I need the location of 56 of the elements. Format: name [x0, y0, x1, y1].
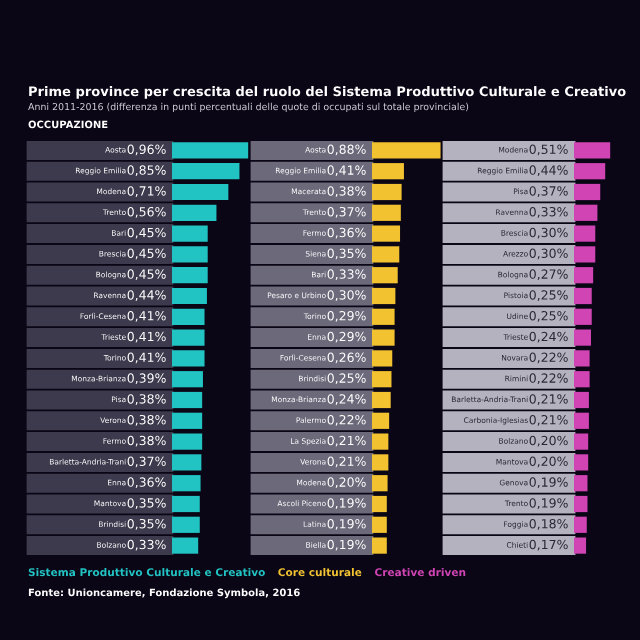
bar — [372, 412, 390, 429]
bar — [372, 371, 392, 388]
bar — [372, 329, 395, 346]
bar — [372, 308, 395, 325]
bar — [172, 350, 205, 367]
bar — [372, 350, 393, 367]
bar — [574, 246, 596, 263]
bar — [172, 516, 200, 533]
bar — [372, 287, 396, 305]
bar — [172, 433, 203, 450]
bar — [574, 454, 589, 471]
bar — [574, 308, 592, 325]
bar — [172, 391, 203, 409]
bar — [372, 537, 387, 554]
bar — [372, 433, 389, 450]
bar — [172, 475, 201, 492]
bar — [574, 204, 598, 221]
bar — [372, 267, 398, 284]
bar — [574, 183, 601, 201]
bar — [574, 433, 589, 450]
bar — [372, 183, 402, 201]
bar — [172, 537, 199, 554]
bar — [172, 225, 208, 242]
bar — [172, 371, 203, 388]
bar — [172, 287, 207, 305]
bar — [372, 475, 388, 492]
bar — [574, 475, 588, 492]
bar — [172, 267, 208, 284]
bar — [172, 454, 202, 471]
bar — [574, 495, 588, 513]
bar — [574, 142, 611, 159]
bar — [574, 329, 592, 346]
bar — [372, 246, 400, 263]
bar — [372, 204, 401, 221]
bar — [172, 329, 205, 346]
bar — [574, 371, 590, 388]
bar — [172, 495, 200, 513]
bar — [574, 163, 606, 180]
bar — [372, 391, 391, 409]
bar — [372, 454, 389, 471]
bar — [172, 308, 205, 325]
bar — [372, 163, 404, 180]
bar — [372, 516, 387, 533]
bar — [574, 225, 596, 242]
bar — [574, 267, 594, 284]
bar — [574, 287, 592, 305]
bar — [574, 350, 590, 367]
bar — [372, 495, 387, 513]
bar — [172, 204, 217, 221]
bar — [574, 412, 589, 429]
bar — [574, 537, 587, 554]
bar — [574, 516, 587, 533]
bar — [372, 225, 401, 242]
bar — [172, 246, 208, 263]
bar — [172, 412, 203, 429]
bar — [574, 391, 589, 409]
